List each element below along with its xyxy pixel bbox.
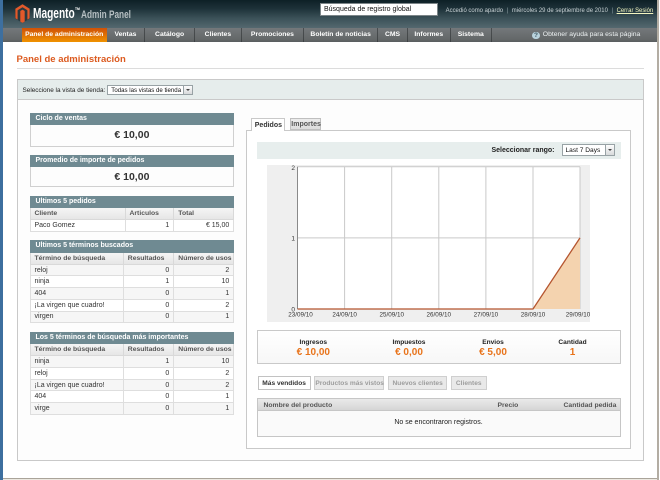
svg-text:23/09/10: 23/09/10 — [288, 311, 313, 318]
svg-text:2: 2 — [291, 165, 295, 172]
svg-text:26/09/10: 26/09/10 — [427, 311, 452, 318]
svg-text:0: 0 — [291, 306, 295, 313]
svg-text:24/09/10: 24/09/10 — [332, 311, 357, 318]
svg-text:27/09/10: 27/09/10 — [474, 311, 499, 318]
svg-text:1: 1 — [291, 235, 295, 242]
svg-text:25/09/10: 25/09/10 — [379, 311, 404, 318]
svg-text:28/09/10: 28/09/10 — [521, 311, 546, 318]
svg-text:29/09/10: 29/09/10 — [566, 311, 590, 318]
